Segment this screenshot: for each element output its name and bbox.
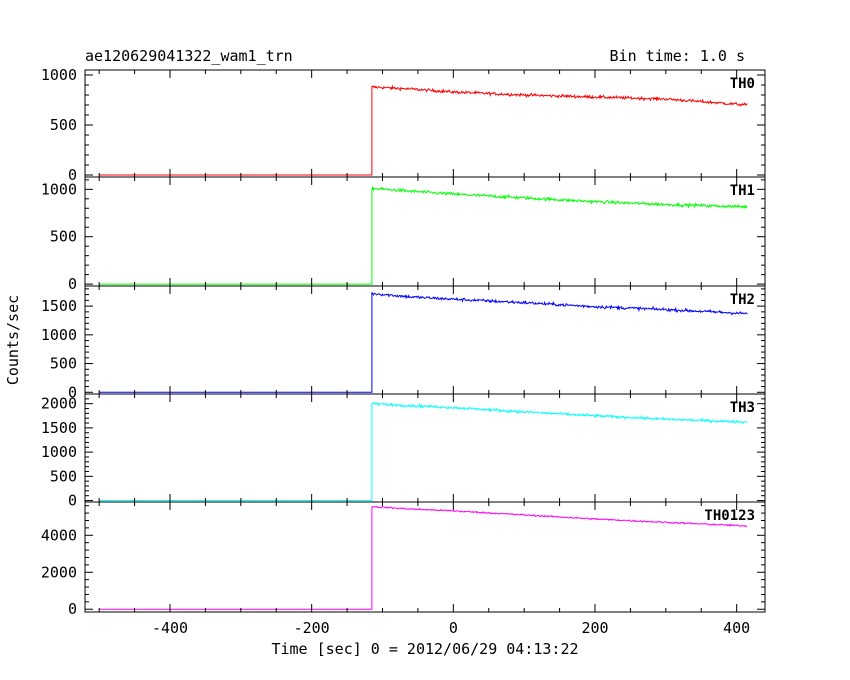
x-axis-title: Time [sec] 0 = 2012/06/29 04:13:22 <box>271 640 578 658</box>
panel-frame <box>84 501 766 613</box>
panels-group: 0 500 1000 TH0 0 500 1000 TH1 0 500 1000 1500 TH2 0 50… <box>41 66 766 618</box>
x-tick-label: -400 <box>152 619 188 637</box>
y-tick-label: 0 <box>68 275 77 293</box>
y-tick-label: 0 <box>68 600 77 618</box>
series-th0 <box>99 84 748 176</box>
series-th0123 <box>99 505 748 610</box>
panel-th3: 0 500 1000 1500 2000 TH3 <box>41 393 766 510</box>
y-tick-label: 1000 <box>41 180 77 198</box>
y-tick-label: 4000 <box>41 526 77 544</box>
panel-th0123: 0 2000 4000 TH0123 <box>41 501 766 618</box>
panel-th1: 0 500 1000 TH1 <box>41 176 766 293</box>
y-tick-label: 1000 <box>41 443 77 461</box>
panel-label-th3: TH3 <box>730 400 755 416</box>
y-tick-label: 500 <box>50 228 77 246</box>
y-tick-label: 500 <box>50 467 77 485</box>
y-tick-label: 500 <box>50 116 77 134</box>
y-tick-label: 1000 <box>41 326 77 344</box>
plot-title: ae120629041322_wam1_trn <box>85 47 293 65</box>
x-tick-label: 200 <box>581 619 608 637</box>
y-tick-label: 0 <box>68 383 77 401</box>
series-th3 <box>99 401 748 501</box>
panel-frame <box>84 176 766 287</box>
y-tick-label: 2000 <box>41 563 77 581</box>
panel-frame <box>84 69 766 178</box>
panel-label-th1: TH1 <box>730 183 755 199</box>
y-tick-label: 0 <box>68 492 77 510</box>
y-tick-label: 1500 <box>41 297 77 315</box>
panel-frame <box>84 285 766 395</box>
y-tick-label: 500 <box>50 355 77 373</box>
panel-th2: 0 500 1000 1500 TH2 <box>41 285 766 401</box>
y-axis-title: Counts/sec <box>4 295 22 385</box>
x-tick-label: 400 <box>723 619 750 637</box>
y-tick-label: 2000 <box>41 395 77 413</box>
y-tick-label: 1500 <box>41 419 77 437</box>
y-tick-label: 0 <box>68 166 77 184</box>
panel-label-th0123: TH0123 <box>704 508 755 524</box>
x-axis: -400 -200 0 200 400 <box>152 619 750 637</box>
series-th1 <box>99 185 748 285</box>
x-tick-label: 0 <box>449 619 458 637</box>
panel-label-th0: TH0 <box>730 76 755 92</box>
series-th2 <box>99 291 748 393</box>
x-tick-label: -200 <box>294 619 330 637</box>
panel-frame <box>84 393 766 503</box>
panel-label-th2: TH2 <box>730 292 755 308</box>
panel-th0: 0 500 1000 TH0 <box>41 66 766 184</box>
y-tick-label: 1000 <box>41 66 77 84</box>
bin-time-label: Bin time: 1.0 s <box>610 47 745 65</box>
